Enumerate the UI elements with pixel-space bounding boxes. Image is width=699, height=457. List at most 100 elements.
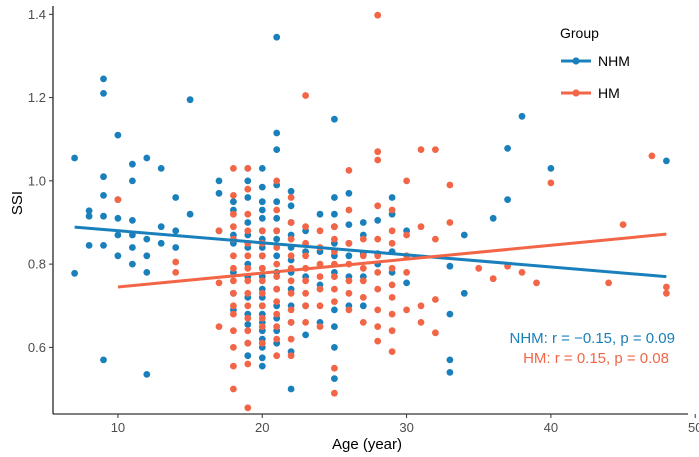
point-nhm-95	[287, 187, 295, 195]
point-nhm-12	[114, 131, 122, 139]
point-nhm-148	[446, 310, 454, 318]
point-hm-0	[114, 196, 122, 204]
point-hm-6	[230, 165, 237, 172]
point-hm-111	[374, 235, 382, 243]
point-nhm-124	[331, 323, 338, 330]
point-nhm-125	[331, 344, 338, 351]
point-hm-56	[273, 335, 281, 343]
point-nhm-130	[345, 252, 353, 260]
point-hm-53	[273, 298, 281, 305]
point-nhm-56	[244, 321, 252, 328]
point-nhm-39	[230, 198, 237, 206]
point-hm-151	[663, 283, 670, 291]
point-hm-108	[374, 148, 382, 156]
point-hm-140	[446, 181, 454, 189]
point-hm-90	[331, 285, 338, 293]
point-hm-29	[244, 289, 252, 297]
point-nhm-18	[129, 177, 136, 185]
point-hm-113	[374, 269, 382, 276]
y-tick-label-2: 1.0	[28, 173, 46, 188]
point-hm-69	[302, 92, 309, 99]
point-nhm-138	[374, 217, 382, 224]
point-hm-139	[432, 329, 439, 337]
point-nhm-19	[129, 217, 136, 224]
point-hm-58	[287, 194, 295, 201]
point-hm-52	[273, 285, 281, 293]
point-hm-86	[331, 235, 338, 243]
point-nhm-154	[504, 145, 511, 152]
point-hm-15	[230, 302, 237, 310]
point-nhm-96	[287, 202, 295, 210]
point-hm-146	[533, 279, 540, 287]
point-hm-120	[388, 239, 396, 247]
point-nhm-60	[258, 183, 266, 191]
point-hm-100	[345, 306, 353, 314]
point-hm-65	[287, 306, 295, 314]
point-nhm-4	[85, 242, 93, 249]
point-hm-12	[230, 264, 237, 272]
point-nhm-3	[85, 212, 93, 220]
point-hm-125	[388, 327, 396, 335]
point-nhm-15	[114, 231, 122, 239]
point-nhm-118	[331, 210, 338, 218]
point-hm-84	[316, 323, 324, 330]
point-nhm-85	[273, 214, 281, 222]
point-hm-126	[388, 348, 396, 355]
point-nhm-157	[547, 165, 555, 172]
point-hm-70	[302, 223, 309, 231]
point-nhm-153	[489, 214, 497, 222]
point-hm-130	[403, 269, 410, 276]
point-nhm-62	[258, 206, 266, 214]
point-nhm-117	[331, 194, 338, 201]
point-hm-93	[331, 389, 338, 397]
point-hm-114	[374, 285, 382, 293]
legend-title: Group	[560, 25, 599, 41]
point-nhm-82	[273, 146, 281, 154]
point-hm-132	[417, 146, 425, 154]
point-hm-44	[258, 323, 266, 330]
point-hm-133	[417, 223, 425, 231]
point-hm-128	[403, 231, 410, 239]
point-nhm-106	[287, 385, 295, 393]
point-hm-57	[273, 352, 281, 360]
point-hm-28	[244, 277, 252, 285]
point-hm-127	[403, 177, 410, 185]
point-hm-96	[345, 239, 353, 247]
point-nhm-47	[244, 177, 252, 185]
point-nhm-49	[244, 219, 252, 226]
point-nhm-84	[273, 198, 281, 206]
point-nhm-147	[446, 262, 454, 270]
point-nhm-14	[114, 214, 122, 222]
point-nhm-63	[258, 214, 266, 222]
point-nhm-24	[143, 235, 151, 243]
point-hm-9	[230, 223, 237, 231]
ticks: 10 20 30 40 50 0.6 0.8 1.0 1.2 1.4	[28, 7, 699, 435]
x-tick-label-20: 20	[255, 420, 269, 435]
point-hm-40	[258, 277, 266, 285]
point-nhm-31	[172, 194, 180, 201]
point-hm-34	[244, 360, 252, 368]
point-hm-19	[230, 362, 237, 370]
point-nhm-137	[359, 302, 367, 310]
point-hm-122	[388, 281, 396, 289]
point-hm-68	[287, 352, 295, 360]
point-hm-4	[215, 279, 223, 287]
point-nhm-28	[157, 165, 165, 172]
point-hm-41	[258, 289, 266, 297]
point-hm-21	[244, 165, 252, 172]
point-hm-23	[244, 210, 252, 218]
point-hm-20	[230, 385, 237, 393]
point-hm-51	[273, 273, 281, 280]
point-nhm-158	[663, 157, 670, 165]
point-hm-76	[302, 302, 309, 310]
point-hm-147	[547, 179, 555, 187]
point-nhm-59	[258, 165, 266, 172]
point-nhm-23	[143, 154, 151, 162]
point-hm-119	[388, 227, 396, 235]
legend-key-dot-hm	[572, 89, 580, 97]
point-nhm-151	[460, 231, 468, 239]
point-hm-55	[273, 323, 281, 330]
point-hm-118	[388, 206, 396, 214]
point-hm-106	[359, 319, 367, 326]
